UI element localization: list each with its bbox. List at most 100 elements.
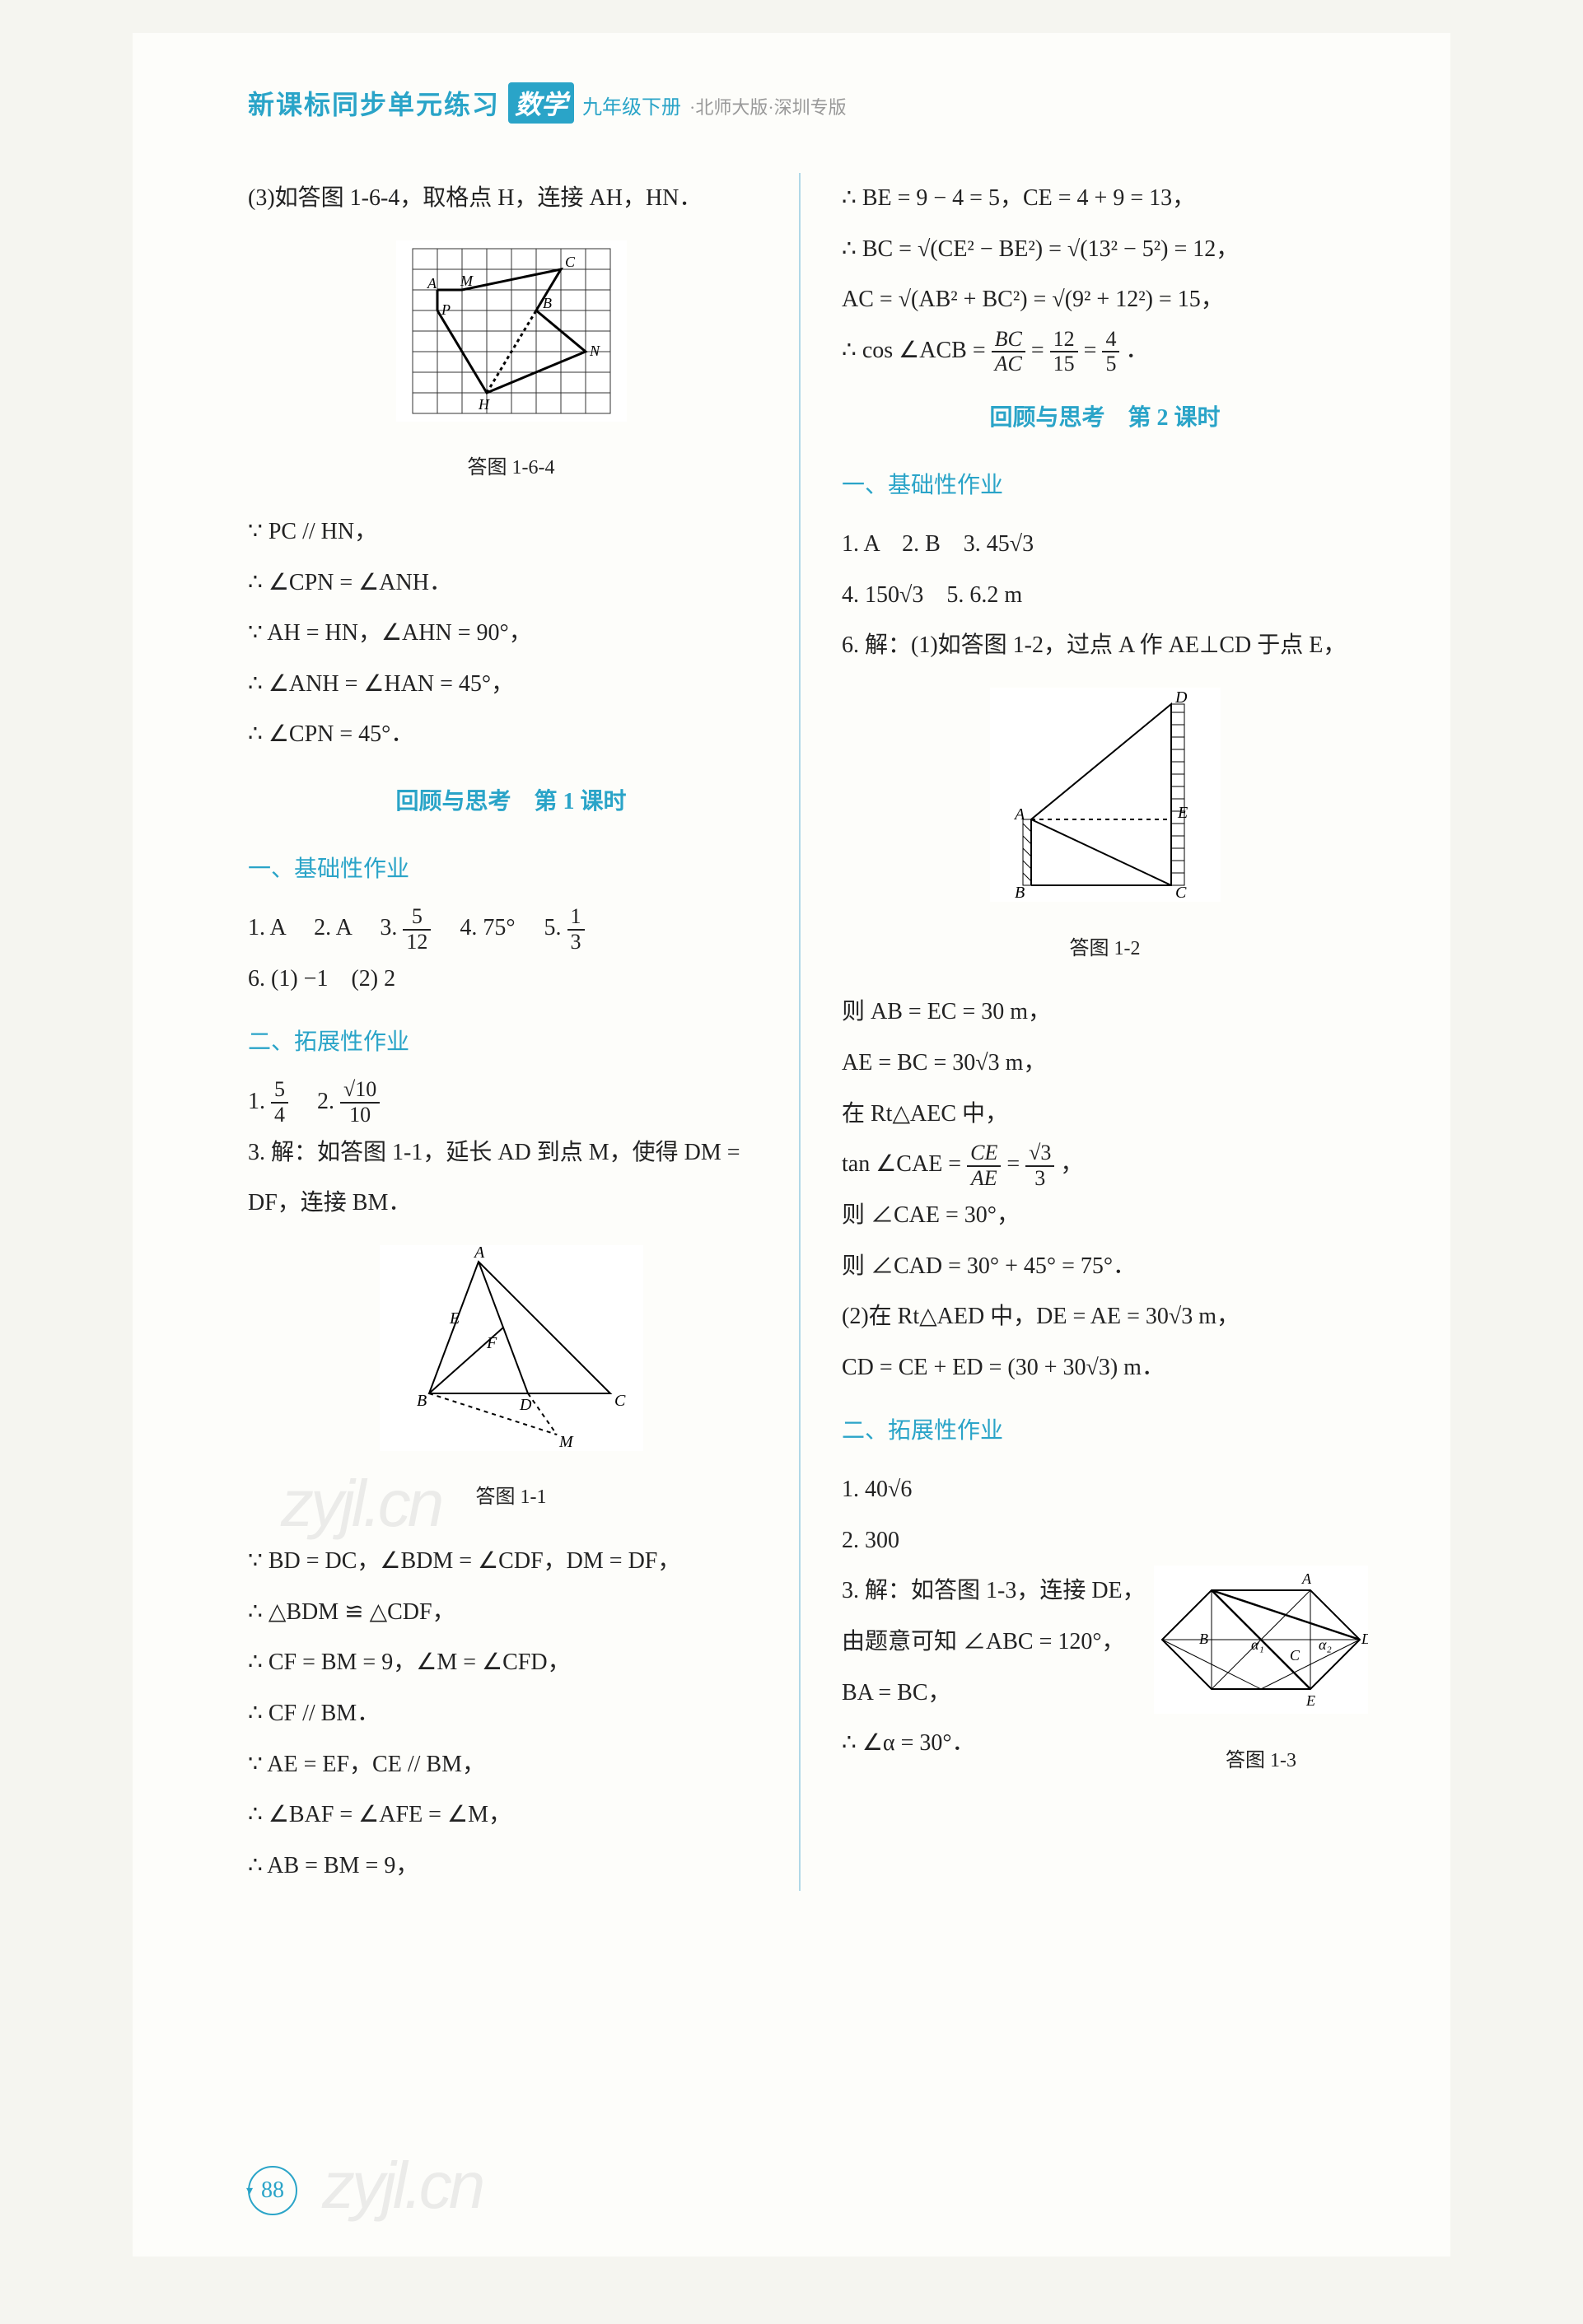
svg-text:A: A — [427, 275, 437, 292]
figure-1-2: DAE BC 答图 1-2 — [842, 688, 1368, 970]
right-column: ∴ BE = 9 − 4 = 5，CE = 4 + 9 = 13， ∴ BC =… — [834, 173, 1368, 1891]
svg-text:B: B — [1199, 1631, 1208, 1647]
problem-3-intro: (3)如答图 1-6-4，取格点 H，连接 AH，HN． — [248, 173, 774, 224]
svg-text:D: D — [519, 1396, 532, 1414]
left-column: (3)如答图 1-6-4，取格点 H，连接 AH，HN． — [248, 173, 801, 1891]
watermark: zyjl.cn — [322, 2148, 482, 2224]
ans-1b-2-pre: 2. — [317, 1089, 340, 1114]
svg-text:B: B — [543, 295, 552, 311]
svg-text:B: B — [1015, 884, 1025, 902]
cos-frac-1: BCAC — [992, 328, 1025, 376]
hexagon-diagram-icon: A B C D E α₁ α₂ — [1154, 1566, 1368, 1714]
proof-2-line: ∵ AE = EF，CE // BM， — [248, 1739, 774, 1790]
cont-line: ∴ BC = √(CE² − BE²) = √(13² − 5²) = 12， — [842, 224, 1368, 275]
svg-text:F: F — [486, 1334, 497, 1352]
section-heading-1: 回顾与思考 第 1 课时 — [248, 777, 774, 828]
figure-1-6-4: A M C B P N H 答图 1-6-4 — [248, 240, 774, 490]
ans-6: 6. (1) −1 (2) 2 — [248, 954, 774, 1005]
svg-text:M: M — [460, 273, 474, 289]
svg-text:D: D — [1174, 688, 1188, 707]
ans-1: 1. A — [248, 915, 285, 940]
ans-1b-1-pre: 1. — [248, 1089, 271, 1114]
svg-text:α₁: α₁ — [1251, 1636, 1264, 1653]
ans-1b-3: 3. 解：如答图 1-1，延长 AD 到点 M，使得 DM = DF，连接 BM… — [248, 1127, 774, 1229]
ans-3-pre: 3. — [380, 915, 403, 940]
trapezoid-diagram-icon: DAE BC — [990, 688, 1221, 902]
ans-2a-row1: 1. A 2. B 3. 45√3 — [842, 519, 1368, 570]
tan-end: ， — [1060, 1151, 1083, 1177]
figure-1-3-caption: 答图 1-3 — [1154, 1739, 1368, 1783]
page: 新课标同步单元练习 数学 九年级下册 ·北师大版·深圳专版 (3)如答图 1-6… — [133, 33, 1450, 2256]
cont-line: ∴ BE = 9 − 4 = 5，CE = 4 + 9 = 13， — [842, 173, 1368, 224]
proof-2-line: ∴ ∠BAF = ∠AFE = ∠M， — [248, 1790, 774, 1841]
figure-1-3: A B C D E α₁ α₂ 答图 1-3 — [1154, 1566, 1368, 1782]
ans-2b-3-block: ABC DE α₁α₂ 答图 1-3 3. 解：如答图 1-3，连接 DE， 由… — [842, 1566, 1368, 1780]
proof-2-line: ∴ CF // BM． — [248, 1688, 774, 1739]
proof-1-line: ∴ ∠CPN = ∠ANH． — [248, 558, 774, 609]
cos-frac-2: 1215 — [1050, 328, 1078, 376]
proof-1-line: ∴ ∠ANH = ∠HAN = 45°， — [248, 659, 774, 710]
ans-2a-6: 6. 解：(1)如答图 1-2，过点 A 作 AE⊥CD 于点 E， — [842, 620, 1368, 671]
proof-1-line: ∵ AH = HN，∠AHN = 90°， — [248, 608, 774, 659]
proof-2-line: ∴ CF = BM = 9，∠M = ∠CFD， — [248, 1637, 774, 1688]
svg-text:A: A — [1301, 1570, 1312, 1587]
cos-pre: ∴ cos ∠ACB = — [842, 338, 992, 363]
header-subject: 数学 — [508, 82, 574, 124]
svg-text:α₂: α₂ — [1319, 1636, 1332, 1653]
svg-text:M: M — [558, 1433, 574, 1451]
content-columns: (3)如答图 1-6-4，取格点 H，连接 AH，HN． — [248, 173, 1368, 1891]
triangle-diagram-icon: AEF BDC M — [380, 1245, 643, 1451]
page-number: 88 — [248, 2166, 297, 2215]
svg-text:E: E — [1305, 1692, 1315, 1709]
ans-2b-1: 1. 40√6 — [842, 1464, 1368, 1515]
figure-1-1: AEF BDC M 答图 1-1 — [248, 1245, 774, 1519]
proof-3b-line: 则 ∠CAD = 30° + 45° = 75°． — [842, 1241, 1368, 1292]
figure-1-1-caption: 答图 1-1 — [248, 1476, 774, 1519]
figure-1-2-caption: 答图 1-2 — [842, 927, 1368, 971]
cont-line: AC = √(AB² + BC²) = √(9² + 12²) = 15， — [842, 274, 1368, 325]
svg-text:E: E — [1177, 804, 1188, 822]
eq-sign: = — [1031, 338, 1050, 363]
proof-3b-line: (2)在 Rt△AED 中，DE = AE = 30√3 m， — [842, 1291, 1368, 1342]
header-version: ·北师大版·深圳专版 — [689, 93, 847, 119]
sub-heading-2a: 一、基础性作业 — [842, 460, 1368, 511]
svg-text:C: C — [1175, 884, 1187, 902]
proof-3a-line: 则 AB = EC = 30 m， — [842, 987, 1368, 1038]
proof-3b-line: CD = CE + ED = (30 + 30√3) m． — [842, 1342, 1368, 1393]
ans-5-frac: 13 — [567, 905, 585, 954]
proof-2-line: ∴ AB = BM = 9， — [248, 1841, 774, 1892]
cos-line: ∴ cos ∠ACB = BCAC = 1215 = 45 ． — [842, 325, 1368, 376]
ans-1b-1-frac: 54 — [271, 1078, 288, 1127]
svg-text:C: C — [1290, 1647, 1300, 1664]
svg-text:P: P — [441, 301, 451, 318]
cos-end: ． — [1125, 338, 1148, 363]
ans-5-pre: 5. — [544, 915, 567, 940]
proof-3a-line: 在 Rt△AEC 中， — [842, 1089, 1368, 1140]
tan-frac-1: CEAE — [967, 1141, 1001, 1190]
ans-2b-2: 2. 300 — [842, 1515, 1368, 1566]
sub-heading-1a: 一、基础性作业 — [248, 844, 774, 895]
svg-text:E: E — [449, 1309, 460, 1328]
ans-2a-row2: 4. 150√3 5. 6.2 m — [842, 570, 1368, 621]
svg-text:B: B — [417, 1392, 427, 1410]
svg-text:N: N — [589, 343, 600, 359]
answers-1a-row1: 1. A 2. A 3. 512 4. 75° 5. 13 — [248, 903, 774, 954]
svg-text:H: H — [478, 396, 490, 413]
svg-text:C: C — [565, 254, 576, 270]
figure-1-6-4-caption: 答图 1-6-4 — [248, 446, 774, 490]
tan-frac-2: √33 — [1025, 1141, 1054, 1190]
header-grade: 九年级下册 — [582, 91, 681, 119]
ans-1b-2-frac: √1010 — [340, 1078, 380, 1127]
proof-3b-line: 则 ∠CAE = 30°， — [842, 1190, 1368, 1241]
svg-text:A: A — [473, 1245, 485, 1262]
svg-text:D: D — [1361, 1631, 1368, 1647]
sub-heading-1b: 二、拓展性作业 — [248, 1017, 774, 1068]
header-title: 新课标同步单元练习 — [248, 84, 500, 122]
ans-3-frac: 512 — [403, 905, 431, 954]
proof-2-line: ∴ △BDM ≌ △CDF， — [248, 1587, 774, 1638]
eq-sign: = — [1006, 1151, 1025, 1177]
page-header: 新课标同步单元练习 数学 九年级下册 ·北师大版·深圳专版 — [248, 82, 1368, 124]
proof-1-line: ∴ ∠CPN = 45°． — [248, 709, 774, 760]
ans-2: 2. A — [314, 915, 351, 940]
proof-1-line: ∵ PC // HN， — [248, 506, 774, 558]
